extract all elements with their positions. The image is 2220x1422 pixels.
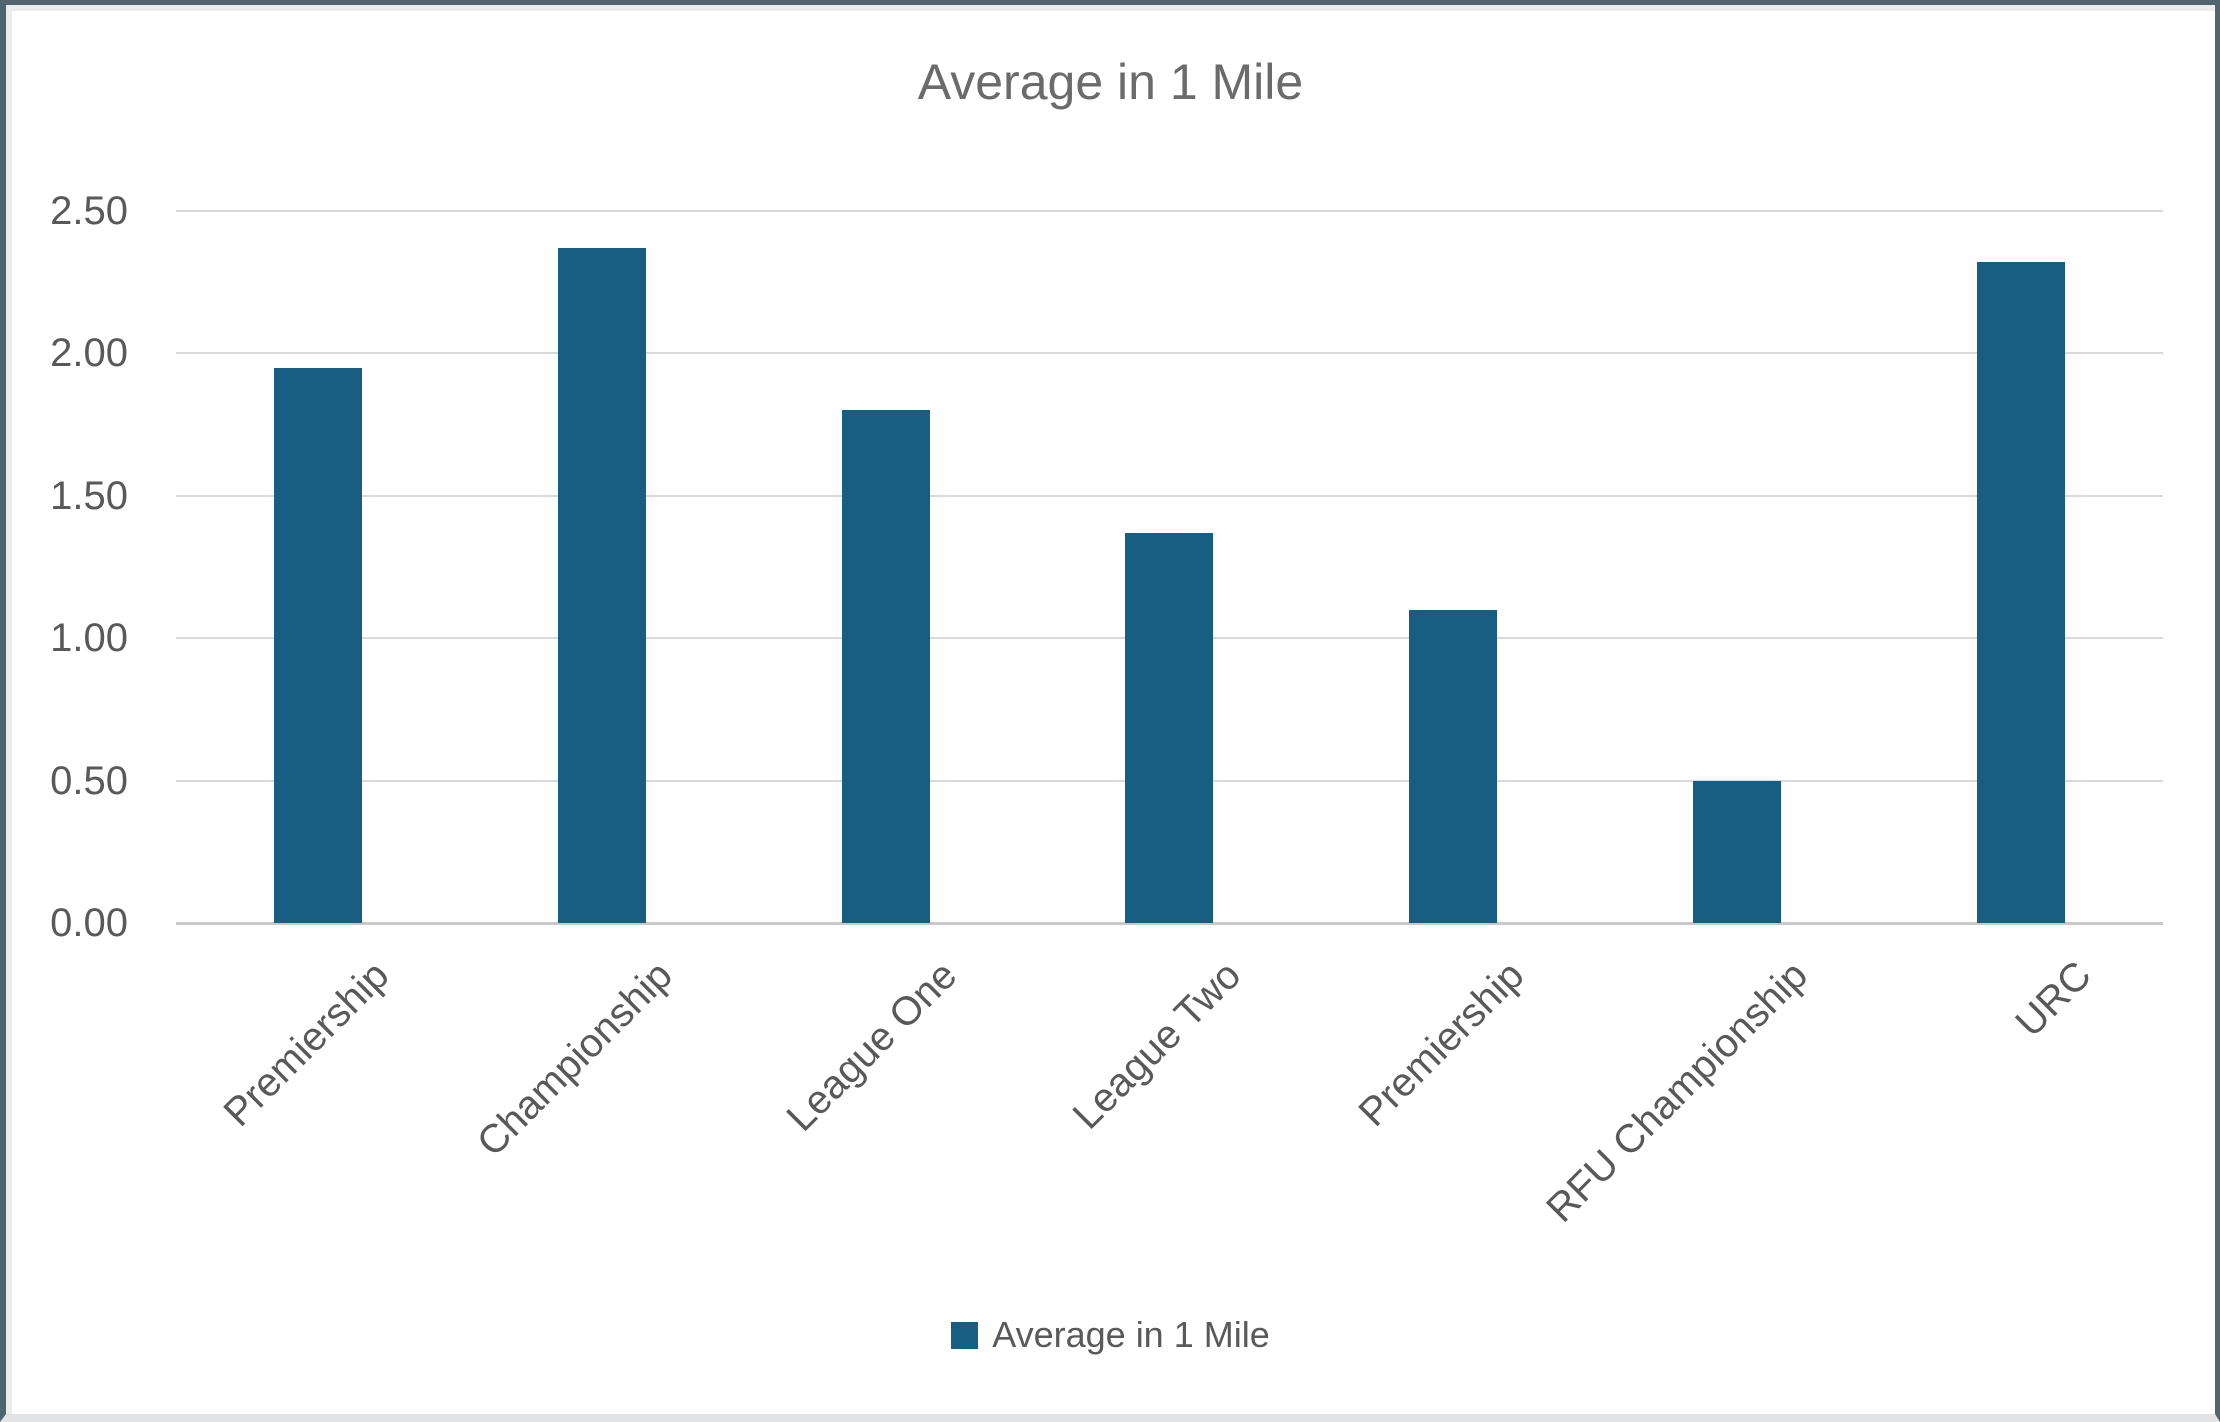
y-tick-label: 2.00 xyxy=(50,331,128,375)
x-tick-label-text: Premiership xyxy=(1350,953,1533,1136)
x-axis-line xyxy=(176,922,2163,925)
legend: Average in 1 Mile xyxy=(6,1315,2215,1355)
x-tick-label-text: League Two xyxy=(1064,953,1250,1138)
gridline xyxy=(176,352,2163,354)
bar-league-one xyxy=(842,410,930,923)
y-tick-label: 0.00 xyxy=(50,901,128,945)
x-tick-label-text: Premiership xyxy=(215,953,398,1136)
x-tick-label-text: URC xyxy=(2007,953,2101,1046)
bar-rfu-championship xyxy=(1693,781,1781,923)
plot-area xyxy=(176,210,2163,925)
bar-premiership-2 xyxy=(1409,610,1497,923)
x-tick-label-text: Championship xyxy=(469,953,682,1165)
gridline xyxy=(176,210,2163,212)
y-tick-label: 0.50 xyxy=(50,759,128,803)
bar-urc xyxy=(1977,262,2065,923)
y-tick-label: 2.50 xyxy=(50,189,128,233)
legend-marker-icon xyxy=(951,1321,979,1349)
bar-premiership xyxy=(274,368,362,923)
chart-title: Average in 1 Mile xyxy=(917,54,1304,110)
bar-championship xyxy=(558,248,646,923)
x-tick-label-text: RFU Championship xyxy=(1538,953,1817,1231)
y-tick-label: 1.50 xyxy=(50,474,128,518)
gridline xyxy=(176,495,2163,497)
x-tick-label-text: League One xyxy=(778,953,966,1140)
bar-league-two xyxy=(1125,533,1213,923)
legend-label: Average in 1 Mile xyxy=(992,1314,1270,1355)
y-tick-label: 1.00 xyxy=(50,616,128,660)
